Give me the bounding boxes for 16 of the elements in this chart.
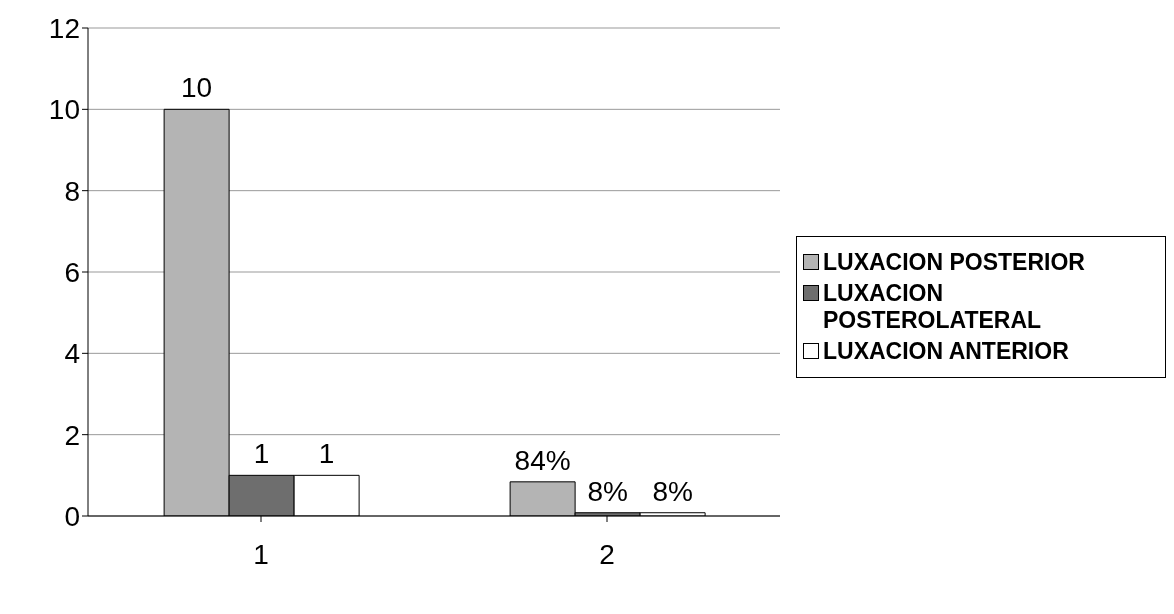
y-tick-label: 12 xyxy=(48,12,80,44)
y-tick-label: 2 xyxy=(64,419,80,451)
y-tick-label: 10 xyxy=(48,94,80,126)
data-label: 8% xyxy=(587,475,628,507)
data-label: 1 xyxy=(253,438,270,470)
data-label: 10 xyxy=(181,72,213,104)
legend-label: LUXACION ANTERIOR xyxy=(823,338,1070,365)
legend-label: LUXACION POSTERIOR xyxy=(823,249,1086,276)
y-tick-label: 4 xyxy=(64,338,80,370)
data-label: 1 xyxy=(318,438,335,470)
data-label: 8% xyxy=(652,475,693,507)
y-tick-label: 0 xyxy=(64,500,80,532)
y-tick-label: 6 xyxy=(64,256,80,288)
data-label: 84% xyxy=(514,444,571,476)
y-tick-label: 8 xyxy=(64,175,80,207)
legend-label: LUXACION POSTEROLATERAL xyxy=(823,280,1043,334)
